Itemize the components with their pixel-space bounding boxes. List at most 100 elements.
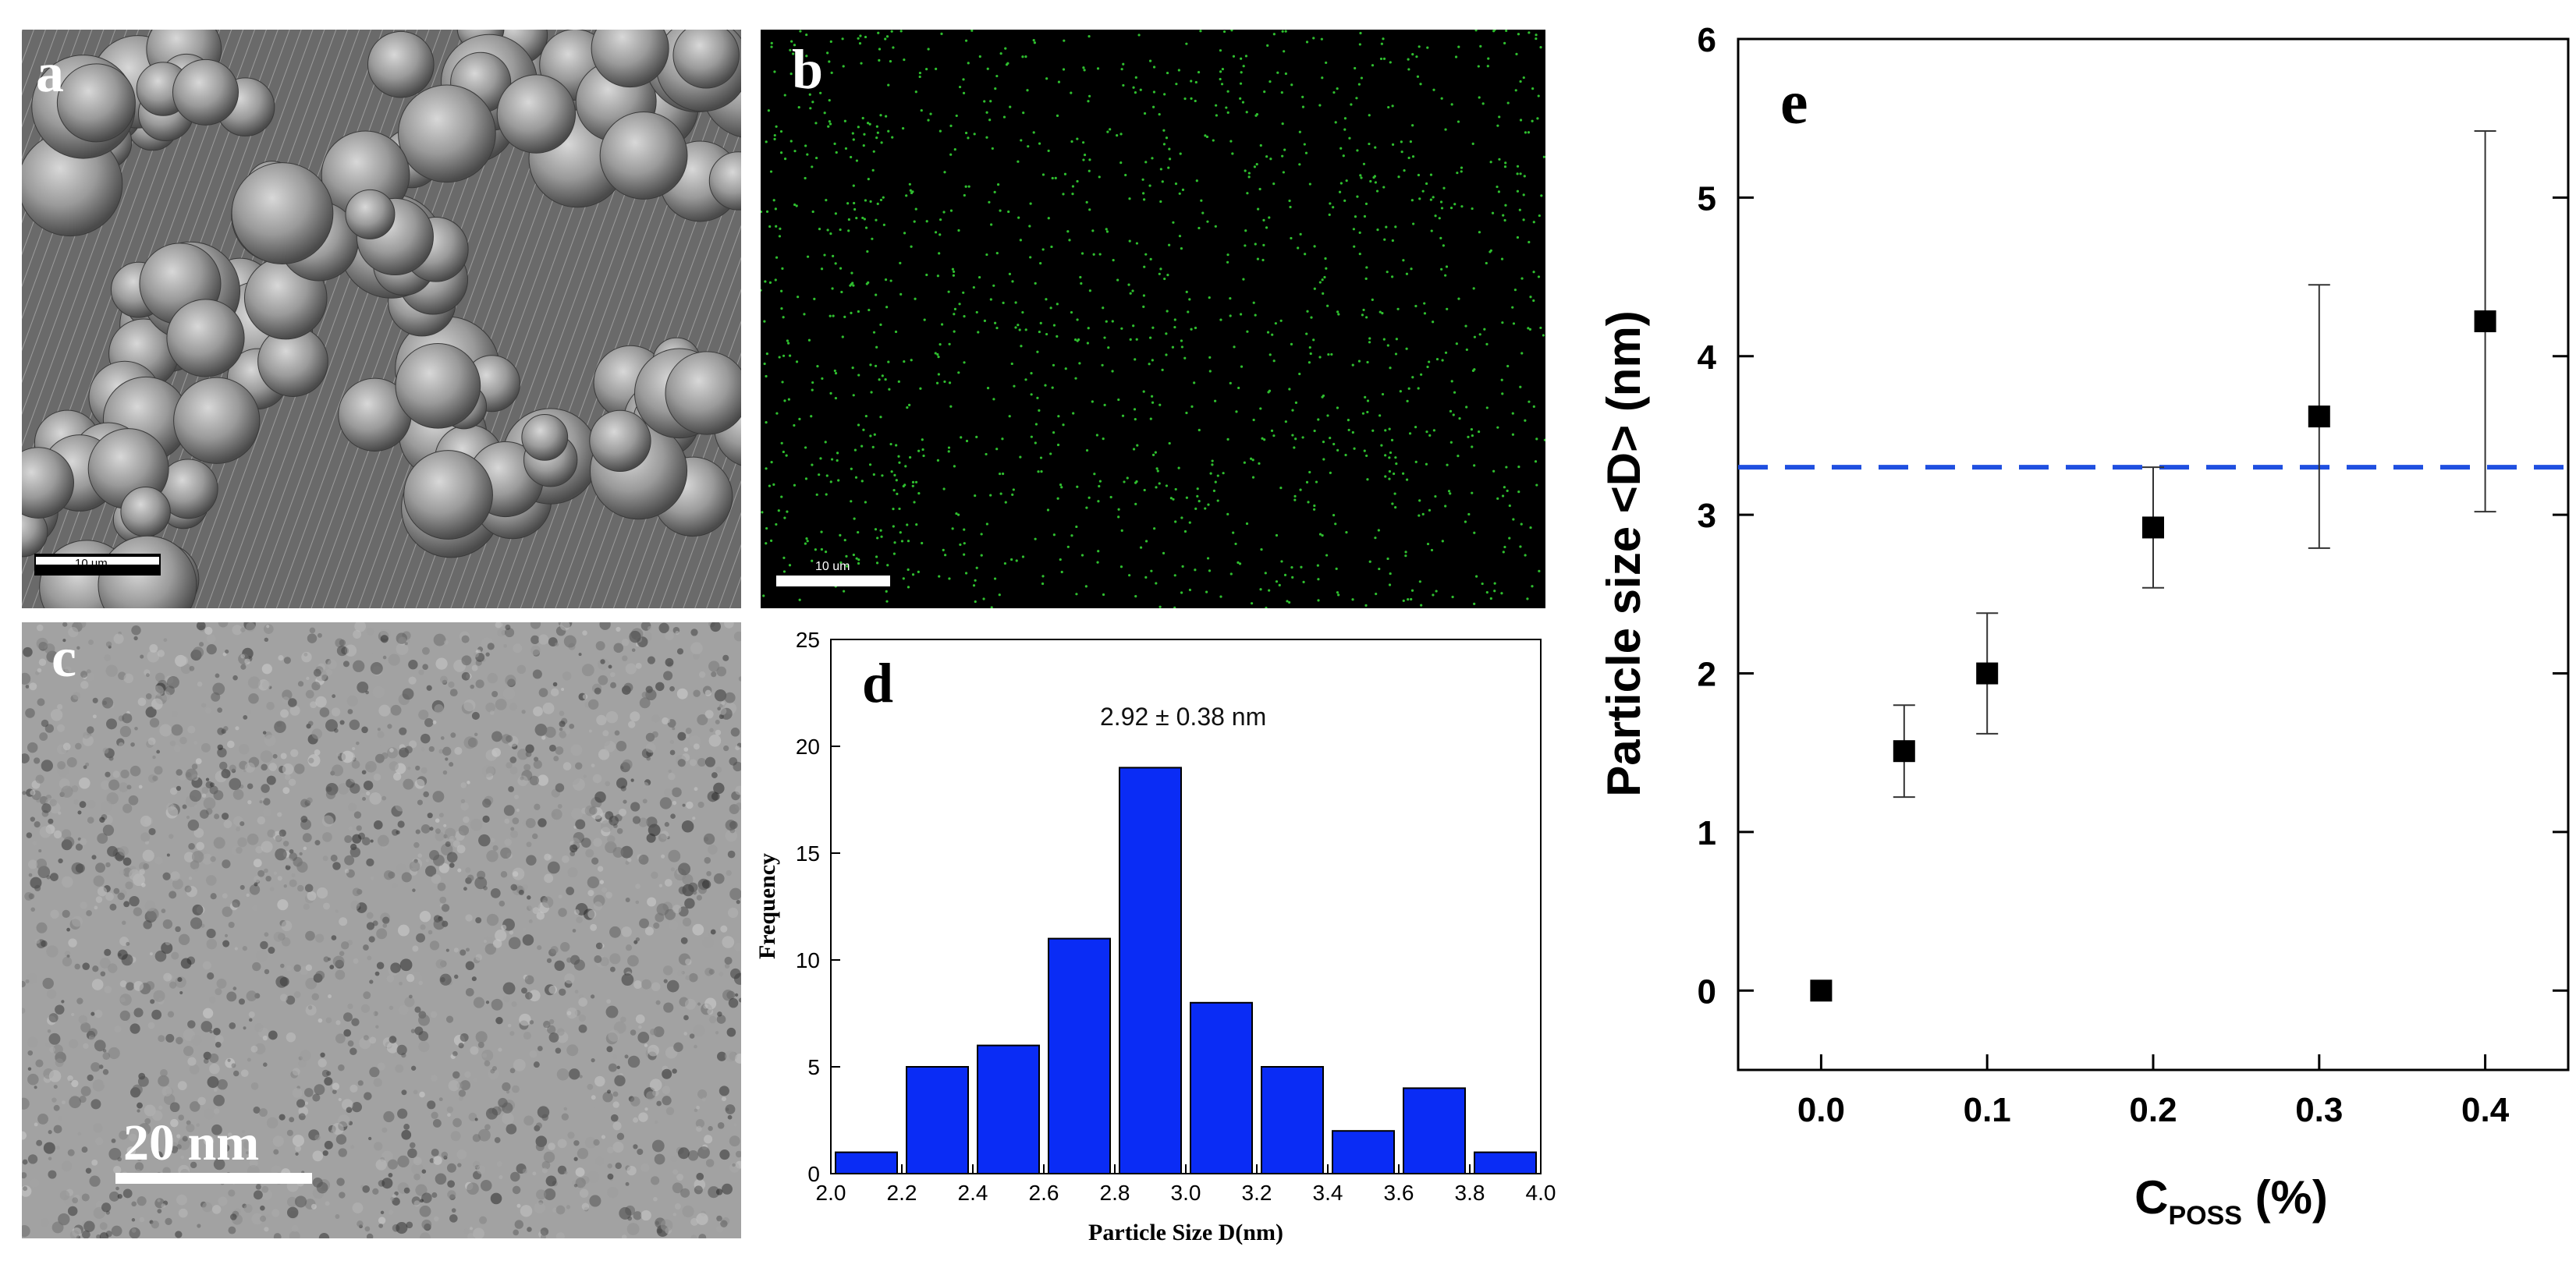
tem-grain	[357, 1080, 364, 1086]
eds-dot	[1446, 307, 1449, 310]
eds-dot	[1097, 550, 1100, 553]
tem-grain	[446, 852, 458, 863]
eds-dot	[825, 199, 828, 202]
tem-grain	[339, 917, 348, 926]
tem-grain	[85, 1167, 92, 1174]
eds-dot	[1183, 530, 1187, 533]
eds-dot	[839, 267, 843, 270]
eds-dot	[765, 352, 768, 356]
eds-dot	[1322, 441, 1325, 444]
eds-dot	[1378, 310, 1382, 313]
tem-grain	[79, 838, 87, 846]
tem-grain	[323, 956, 330, 962]
scatter-y-tick-label: 0	[1698, 972, 1716, 1011]
tem-grain	[169, 1102, 180, 1113]
tem-grain	[289, 848, 294, 854]
eds-dot	[1503, 165, 1507, 168]
eds-dot	[1451, 595, 1454, 599]
tem-grain	[374, 971, 380, 976]
tem-grain	[360, 1004, 370, 1013]
tem-grain	[375, 1159, 387, 1171]
tem-grain	[701, 880, 711, 889]
tem-grain	[147, 737, 156, 746]
tem-grain	[137, 1075, 149, 1087]
tem-grain	[363, 1035, 369, 1041]
tem-grain	[541, 1114, 548, 1121]
eds-dot	[1308, 182, 1311, 186]
tem-grain	[585, 848, 594, 858]
eds-dot	[1255, 163, 1258, 166]
tem-grain	[697, 757, 706, 767]
tem-grain	[619, 1016, 626, 1023]
eds-dot	[1377, 529, 1380, 532]
tem-grain	[616, 777, 628, 789]
eds-dot	[765, 374, 768, 378]
eds-dot	[1527, 327, 1530, 330]
tem-grain	[343, 1029, 352, 1037]
tem-grain	[201, 793, 207, 798]
tem-grain	[532, 669, 542, 679]
tem-grain	[471, 664, 478, 671]
tem-grain	[117, 1194, 122, 1199]
tem-grain	[600, 659, 605, 664]
eds-dot	[1132, 86, 1135, 89]
tem-grain	[554, 960, 565, 971]
eds-dot	[1098, 253, 1102, 256]
tem-grain	[346, 695, 358, 707]
eds-dot	[1473, 531, 1476, 534]
tem-grain	[706, 870, 711, 877]
tem-grain	[729, 887, 741, 901]
eds-dot	[1535, 34, 1538, 37]
eds-dot	[1163, 277, 1166, 281]
tem-grain	[495, 1016, 503, 1025]
tem-grain	[269, 887, 275, 891]
tem-grain	[415, 1184, 428, 1196]
histogram-bar	[1332, 1130, 1395, 1175]
tem-grain	[619, 1206, 632, 1220]
eds-dot	[786, 339, 789, 342]
tem-grain	[353, 811, 362, 819]
eds-dot	[970, 30, 974, 32]
eds-dot	[1396, 307, 1400, 310]
tem-grain	[153, 990, 165, 1002]
tem-grain	[415, 829, 420, 834]
tem-grain	[594, 1156, 605, 1166]
tem-grain	[169, 740, 176, 746]
eds-dot	[1068, 239, 1071, 242]
eds-dot	[985, 452, 988, 456]
eds-dot	[1159, 168, 1162, 171]
eds-dot	[1302, 580, 1305, 583]
eds-dot	[1152, 90, 1156, 94]
eds-dot	[831, 287, 834, 290]
eds-dot	[797, 296, 800, 299]
tem-grain	[441, 904, 450, 912]
eds-dot	[1132, 448, 1136, 451]
eds-dot	[1091, 229, 1095, 232]
tem-grain	[627, 1055, 640, 1068]
eds-dot	[1120, 529, 1123, 532]
tem-grain	[47, 1029, 51, 1033]
eds-dot	[1204, 134, 1207, 137]
tem-grain	[713, 873, 725, 884]
tem-grain	[339, 639, 346, 646]
eds-dot	[1024, 378, 1027, 381]
tem-grain	[101, 780, 111, 790]
tem-grain	[133, 980, 144, 991]
tem-grain	[211, 1124, 222, 1135]
x-axis-label-subscript: POSS	[2168, 1201, 2241, 1231]
eds-dot	[1034, 441, 1037, 445]
eds-dot	[1001, 437, 1004, 441]
eds-dot	[911, 480, 915, 483]
histogram-y-tick-label: 15	[796, 841, 820, 866]
eds-dot	[1102, 593, 1105, 597]
tem-grain	[342, 661, 349, 668]
eds-dot	[1332, 206, 1335, 209]
tem-grain	[346, 1107, 353, 1114]
tem-grain	[108, 963, 118, 973]
eds-dot	[851, 367, 854, 370]
tem-grain	[537, 774, 549, 786]
eds-dot	[1489, 597, 1492, 600]
eds-dot	[1481, 582, 1484, 586]
tem-grain	[325, 719, 338, 732]
eds-dot	[1240, 71, 1243, 74]
